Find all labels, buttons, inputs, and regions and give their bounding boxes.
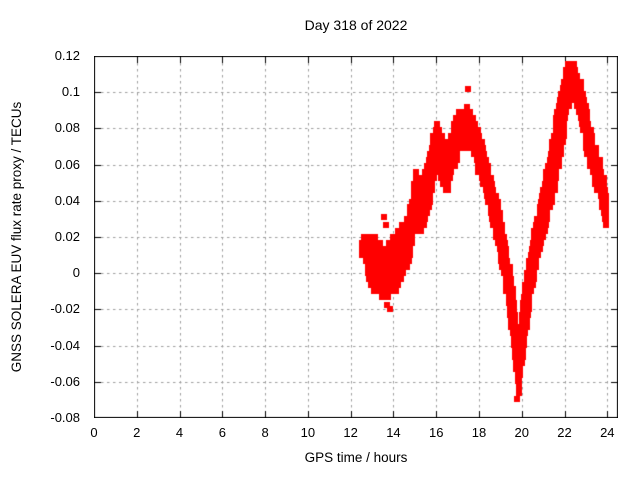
y-tick-label: 0.04: [54, 192, 80, 208]
x-tick-label: 10: [300, 425, 316, 440]
x-tick-label: 8: [261, 425, 269, 440]
y-tick-label: 0: [72, 265, 80, 281]
y-tick-label: 0.12: [54, 48, 80, 63]
x-axis-label: GPS time / hours: [304, 450, 408, 465]
x-tick-label: 16: [428, 425, 444, 440]
y-tick-label: 0.06: [54, 156, 80, 172]
x-tick-label: 12: [343, 425, 358, 440]
plot-canvas: [94, 56, 618, 418]
x-tick-label: 0: [90, 425, 98, 440]
y-tick-label: 0.1: [61, 84, 80, 100]
x-tick-label: 4: [175, 425, 184, 440]
x-tick-label: 18: [471, 425, 487, 440]
chart-title: Day 318 of 2022: [304, 17, 408, 33]
x-tick-label: 24: [600, 425, 615, 440]
x-tick-label: 6: [218, 425, 226, 440]
plot-area: [94, 56, 618, 418]
x-tick-label: 20: [514, 425, 529, 440]
y-tick-label: -0.08: [50, 410, 80, 425]
y-tick-label: -0.02: [50, 301, 80, 317]
y-tick-label: -0.06: [50, 373, 80, 389]
x-tick-label: 14: [386, 425, 401, 440]
x-tick-label: 22: [557, 425, 572, 440]
y-tick-label: -0.04: [50, 337, 80, 353]
y-tick-label: 0.08: [54, 120, 80, 136]
x-tick-label: 2: [133, 425, 141, 440]
y-tick-label: 0.02: [54, 229, 80, 244]
